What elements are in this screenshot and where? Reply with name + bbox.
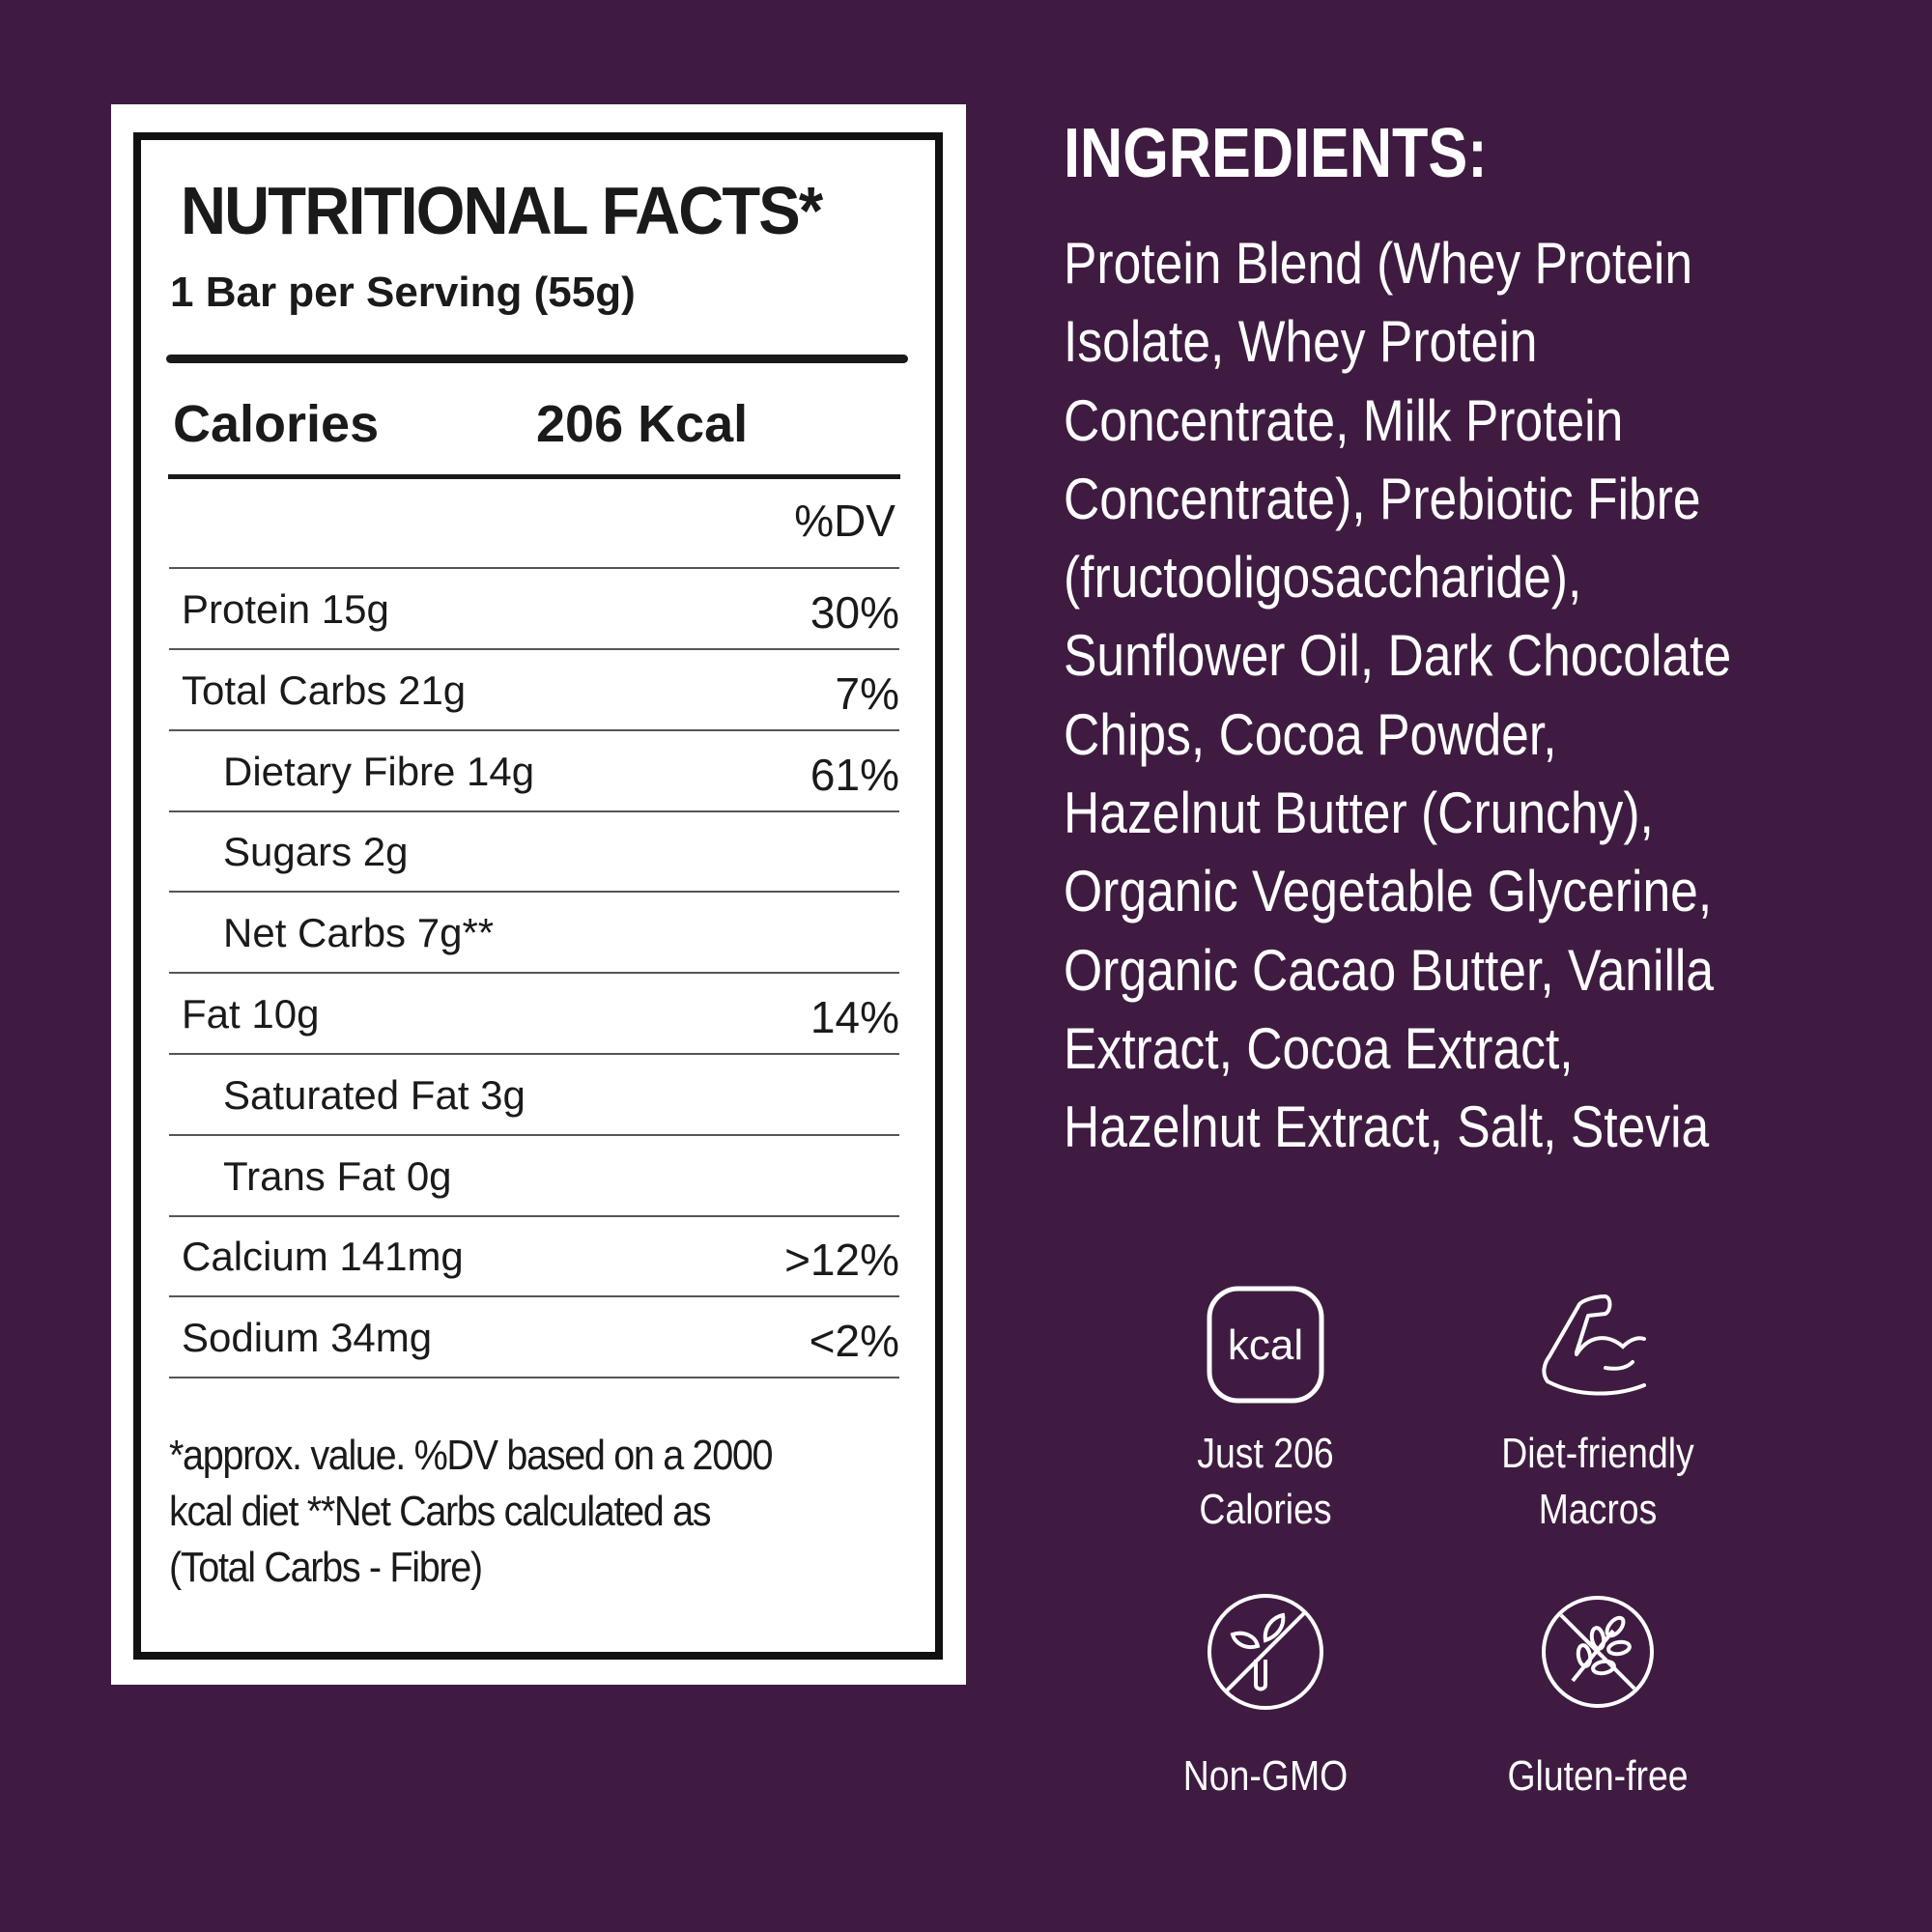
- divider: [169, 728, 899, 731]
- divider: [169, 648, 899, 650]
- calories-label: Calories: [173, 395, 380, 453]
- nutrient-row: Dietary Fibre 14g 61%: [169, 731, 899, 812]
- nutrient-dv: 14%: [810, 992, 899, 1042]
- footnote: *approx. value. %DV based on a 2000 kcal…: [169, 1428, 774, 1596]
- ingredients-line: Sunflower Oil, Dark Chocolate: [1064, 623, 1732, 689]
- nutrient-row: Calcium 141mg >12%: [169, 1216, 899, 1298]
- flexed-arm-icon: [1542, 1294, 1646, 1396]
- ingredients-line: Concentrate, Milk Protein: [1064, 387, 1624, 453]
- nutrient-label: Trans Fat 0g: [223, 1152, 452, 1199]
- nutrient-dv: 30%: [810, 587, 899, 638]
- ingredients-line: Organic Cacao Butter, Vanilla: [1064, 937, 1715, 1003]
- no-gluten-icon: [1542, 1596, 1654, 1708]
- footnote-line: *approx. value. %DV based on a 2000: [169, 1432, 774, 1479]
- nutrient-row: Trans Fat 0g: [169, 1136, 899, 1217]
- divider: [169, 891, 899, 894]
- ingredients-line: Concentrate), Prebiotic Fibre: [1064, 466, 1701, 531]
- ingredients-line: Hazelnut Butter (Crunchy),: [1064, 781, 1654, 846]
- footnote-line: (Total Carbs - Fibre): [169, 1544, 483, 1591]
- feature-diet-friendly: Diet-friendly Macros: [1443, 1285, 1752, 1538]
- nutrient-label: Total Carbs 21g: [182, 667, 467, 713]
- nutrient-label: Net Carbs 7g**: [223, 910, 495, 956]
- feature-label: Macros: [1538, 1486, 1658, 1533]
- ingredients-line: Organic Vegetable Glycerine,: [1064, 859, 1713, 924]
- nutrient-label: Sodium 34mg: [182, 1315, 433, 1361]
- feature-label: Gluten-free: [1507, 1752, 1689, 1800]
- nutrient-row: Fat 10g 14%: [169, 974, 899, 1055]
- feature-gluten-free: Gluten-free: [1443, 1592, 1752, 1804]
- dv-header: %DV: [794, 496, 895, 546]
- nutrient-row: Saturated Fat 3g: [169, 1055, 899, 1136]
- feature-label: Non-GMO: [1182, 1752, 1349, 1800]
- ingredients-line: Isolate, Whey Protein: [1064, 309, 1538, 375]
- nutrient-dv: 7%: [835, 668, 899, 719]
- divider: [169, 567, 899, 569]
- nutrient-label: Calcium 141mg: [182, 1234, 464, 1280]
- ingredients-line: Protein Blend (Whey Protein: [1064, 231, 1693, 296]
- divider: [169, 1133, 899, 1136]
- nutrient-row: Sodium 34mg <2%: [169, 1297, 899, 1379]
- ingredients-list: Protein Blend (Whey Protein Isolate, Whey…: [1064, 224, 1840, 1167]
- serving-size: 1 Bar per Serving (55g): [170, 269, 636, 316]
- nutrient-dv: <2%: [809, 1316, 899, 1367]
- svg-text:kcal: kcal: [1228, 1321, 1303, 1369]
- nutrient-label: Fat 10g: [182, 991, 320, 1037]
- nutrition-title: NUTRITIONAL FACTS*: [181, 173, 823, 248]
- feature-low-calories: kcal Just 206 Calories: [1111, 1285, 1420, 1538]
- ingredients-line: (fructooligosaccharide),: [1064, 545, 1582, 611]
- divider: [169, 1214, 899, 1217]
- feature-non-gmo: Non-GMO: [1111, 1592, 1420, 1804]
- divider: [169, 1377, 899, 1379]
- divider: [169, 1295, 899, 1298]
- thick-divider: [166, 355, 908, 363]
- footnote-line: kcal diet **Net Carbs calculated as: [169, 1488, 712, 1535]
- nutrient-label: Saturated Fat 3g: [223, 1071, 526, 1118]
- nutrient-label: Protein 15g: [182, 586, 389, 632]
- calories-divider: [168, 474, 900, 479]
- feature-label: Diet-friendly: [1501, 1430, 1694, 1477]
- nutrient-label: Dietary Fibre 14g: [223, 748, 535, 794]
- feature-label: Calories: [1199, 1486, 1332, 1533]
- ingredients-heading: INGREDIENTS:: [1064, 115, 1488, 192]
- ingredients-line: Hazelnut Extract, Salt, Stevia: [1064, 1094, 1710, 1160]
- feature-label: Just 206: [1197, 1430, 1334, 1477]
- nutrient-label: Sugars 2g: [223, 829, 409, 875]
- ingredients-line: Extract, Cocoa Extract,: [1064, 1015, 1574, 1081]
- calories-value: 206 Kcal: [536, 395, 749, 453]
- kcal-icon: kcal: [1207, 1286, 1324, 1404]
- nutrient-row: Protein 15g 30%: [169, 569, 899, 650]
- nutrition-frame: [133, 132, 943, 1660]
- nutrient-row: Net Carbs 7g**: [169, 893, 899, 975]
- nutrient-row: Sugars 2g: [169, 811, 899, 894]
- ingredients-line: Chips, Cocoa Powder,: [1064, 701, 1557, 767]
- divider: [169, 1053, 899, 1055]
- divider: [169, 972, 899, 975]
- nutrient-dv: >12%: [784, 1235, 899, 1286]
- nutrient-row: Total Carbs 21g 7%: [169, 650, 899, 731]
- nutrition-panel: [111, 104, 966, 1685]
- divider: [169, 810, 899, 812]
- no-gmo-icon: [1208, 1594, 1323, 1710]
- nutrient-dv: 61%: [810, 749, 899, 800]
